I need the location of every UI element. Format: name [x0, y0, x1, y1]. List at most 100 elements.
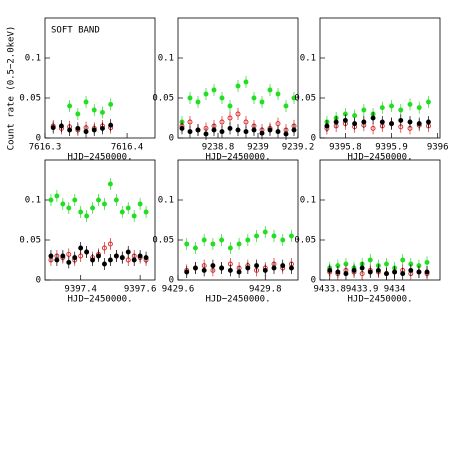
- point: [333, 119, 339, 125]
- point: [131, 213, 137, 219]
- point: [324, 123, 330, 129]
- point: [54, 257, 60, 263]
- point: [72, 255, 78, 261]
- point: [187, 129, 193, 135]
- point: [426, 99, 431, 105]
- y-tick-label: 0.05: [294, 236, 316, 246]
- panel-frame: [44, 159, 156, 281]
- y-tick-label: 0.05: [152, 236, 174, 246]
- point: [424, 259, 430, 265]
- y-tick-label: 0.1: [25, 54, 41, 64]
- x-tick-label: 9397.4: [64, 285, 97, 295]
- y-tick-label: 0: [36, 134, 41, 144]
- point: [90, 257, 96, 263]
- point: [203, 131, 209, 137]
- point: [48, 197, 54, 203]
- x-axis-label: HJD−2450000.: [347, 153, 412, 163]
- point: [251, 95, 257, 101]
- x-tick-label: 9395.8: [329, 143, 362, 153]
- panel-frame: [177, 159, 299, 281]
- y-axis-label: Count rate (0.5−2.0keV): [7, 26, 17, 151]
- point: [243, 119, 249, 125]
- point: [125, 249, 131, 255]
- point: [83, 129, 89, 135]
- point: [125, 205, 131, 211]
- point: [280, 237, 286, 243]
- point: [335, 269, 341, 275]
- point: [289, 265, 294, 271]
- point: [289, 233, 294, 239]
- point: [66, 205, 72, 211]
- point: [78, 245, 84, 251]
- point: [143, 255, 149, 261]
- point: [184, 269, 190, 275]
- point: [275, 91, 281, 97]
- point: [227, 103, 233, 109]
- point: [210, 263, 216, 269]
- point: [236, 241, 242, 247]
- point: [66, 259, 72, 265]
- point: [291, 95, 297, 101]
- point: [107, 241, 113, 247]
- x-axis-label: HJD−2450000.: [205, 295, 270, 305]
- x-axis-label: HJD−2450000.: [347, 295, 412, 305]
- y-tick-label: 0: [311, 276, 316, 286]
- point: [227, 115, 233, 121]
- point: [235, 111, 241, 117]
- point: [424, 269, 430, 275]
- x-tick-label: 9239.2: [282, 143, 315, 153]
- x-tick-label: 7616.4: [111, 143, 144, 153]
- point: [416, 269, 422, 275]
- point: [102, 245, 107, 251]
- point: [195, 99, 201, 105]
- y-tick-label: 0.05: [152, 94, 174, 104]
- point: [201, 267, 207, 273]
- point: [50, 125, 56, 131]
- point: [227, 245, 233, 251]
- x-tick-label: 9434: [384, 285, 406, 295]
- panel-frame: [177, 17, 299, 139]
- point: [100, 125, 105, 131]
- point: [245, 265, 251, 271]
- x-axis-label: HJD−2450000.: [205, 153, 270, 163]
- point: [370, 115, 376, 121]
- point: [267, 127, 273, 133]
- point: [262, 229, 268, 235]
- y-tick-label: 0.1: [158, 54, 174, 64]
- x-tick-label: 9429.8: [249, 285, 282, 295]
- y-tick-label: 0.1: [158, 196, 174, 206]
- point: [54, 193, 60, 199]
- point: [375, 267, 381, 273]
- point: [392, 269, 398, 275]
- point: [219, 129, 225, 135]
- point: [58, 123, 64, 129]
- point: [379, 119, 385, 125]
- point: [102, 201, 107, 207]
- point: [107, 181, 113, 187]
- point: [67, 127, 73, 133]
- point: [119, 209, 125, 215]
- point: [84, 213, 90, 219]
- point: [254, 233, 259, 239]
- y-tick-label: 0: [36, 276, 41, 286]
- point: [407, 101, 413, 107]
- point: [90, 205, 96, 211]
- point: [283, 103, 289, 109]
- point: [259, 130, 265, 136]
- x-tick-label: 9239: [247, 143, 269, 153]
- point: [84, 249, 90, 255]
- point: [352, 113, 358, 119]
- point: [236, 269, 242, 275]
- point: [275, 129, 281, 135]
- point: [361, 107, 367, 113]
- point: [227, 125, 233, 131]
- point: [352, 121, 358, 127]
- point: [389, 121, 394, 127]
- point: [108, 101, 114, 107]
- point: [211, 127, 217, 133]
- point: [267, 87, 273, 93]
- point: [137, 253, 143, 259]
- x-axis-label: HJD−2450000.: [67, 153, 132, 163]
- point: [72, 197, 78, 203]
